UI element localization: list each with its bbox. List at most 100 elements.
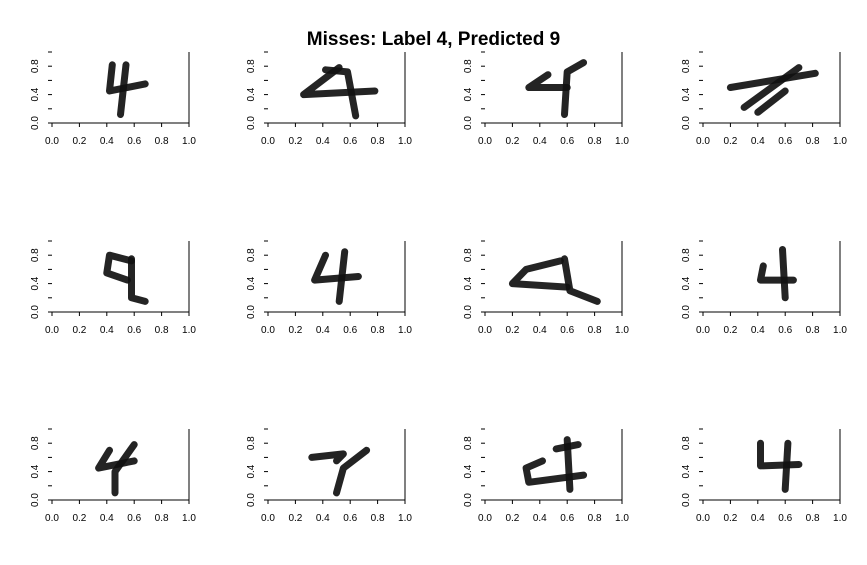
digit-stroke (106, 61, 149, 95)
x-tick-label: 0.2 (505, 325, 519, 336)
y-tick-label: 0.4 (463, 87, 474, 101)
panel-3: 0.0 0.2 0.4 0.6 0.8 1.0 0.0 0.4 0.8 (463, 51, 629, 147)
y-tick-label: 0.0 (463, 305, 474, 319)
digit-image (726, 64, 819, 116)
digit-image (103, 251, 149, 305)
panel-11: 0.0 0.2 0.4 0.6 0.8 1.0 0.0 0.4 0.8 (463, 428, 629, 524)
x-tick-label: 0.4 (316, 325, 330, 336)
x-tick-label: 0.2 (723, 136, 737, 147)
panel-9: 0.0 0.2 0.4 0.6 0.8 1.0 0.0 0.4 0.8 (30, 428, 196, 524)
x-tick-label: 0.8 (155, 136, 169, 147)
digit-stroke (103, 251, 135, 284)
panel-8: 0.0 0.2 0.4 0.6 0.8 1.0 0.0 0.4 0.8 (681, 240, 847, 336)
panel-6: 0.0 0.2 0.4 0.6 0.8 1.0 0.0 0.4 0.8 (246, 240, 412, 336)
digit-image (757, 246, 797, 302)
y-tick-label: 0.0 (681, 305, 692, 319)
x-tick-label: 0.8 (806, 513, 820, 524)
y-tick-label: 0.0 (681, 116, 692, 130)
x-tick-label: 0.0 (261, 325, 275, 336)
x-tick-label: 0.8 (371, 513, 385, 524)
x-tick-label: 0.6 (127, 136, 141, 147)
x-tick-label: 0.8 (806, 325, 820, 336)
digit-stroke (740, 64, 803, 111)
y-tick-label: 0.8 (463, 59, 474, 73)
x-tick-label: 0.4 (100, 136, 114, 147)
y-tick-label: 0.4 (246, 464, 257, 478)
x-tick-label: 0.2 (72, 136, 86, 147)
x-tick-label: 1.0 (615, 513, 629, 524)
y-tick-label: 0.4 (30, 276, 41, 290)
x-tick-label: 1.0 (833, 325, 847, 336)
y-tick-label: 0.8 (30, 248, 41, 262)
digit-image (300, 64, 379, 120)
panel-7: 0.0 0.2 0.4 0.6 0.8 1.0 0.0 0.4 0.8 (463, 240, 629, 336)
y-tick-label: 0.8 (246, 248, 257, 262)
digit-stroke (779, 246, 789, 302)
x-tick-label: 0.0 (478, 136, 492, 147)
x-tick-label: 0.6 (343, 513, 357, 524)
x-tick-label: 0.0 (696, 136, 710, 147)
x-tick-label: 0.2 (723, 325, 737, 336)
digit-stroke (781, 439, 792, 493)
x-tick-label: 0.8 (371, 136, 385, 147)
x-tick-label: 1.0 (833, 136, 847, 147)
x-tick-label: 0.4 (751, 136, 765, 147)
digit-image (308, 446, 371, 497)
x-tick-label: 0.0 (478, 513, 492, 524)
x-tick-label: 1.0 (398, 325, 412, 336)
x-tick-label: 0.4 (533, 325, 547, 336)
x-tick-label: 0.6 (560, 513, 574, 524)
x-tick-label: 0.2 (288, 136, 302, 147)
x-tick-label: 0.8 (371, 325, 385, 336)
x-tick-label: 0.4 (100, 513, 114, 524)
y-tick-label: 0.0 (30, 305, 41, 319)
x-tick-label: 1.0 (182, 325, 196, 336)
y-tick-label: 0.8 (246, 436, 257, 450)
panel-4: 0.0 0.2 0.4 0.6 0.8 1.0 0.0 0.4 0.8 (681, 51, 847, 147)
y-tick-label: 0.8 (463, 436, 474, 450)
x-tick-label: 0.4 (316, 136, 330, 147)
digit-image (508, 255, 601, 305)
y-tick-label: 0.0 (463, 493, 474, 507)
digit-stroke (552, 441, 582, 453)
y-tick-label: 0.8 (246, 59, 257, 73)
digit-stroke (111, 441, 138, 497)
digit-stroke (333, 446, 371, 497)
y-tick-label: 0.0 (246, 116, 257, 130)
x-tick-label: 0.6 (127, 513, 141, 524)
y-tick-label: 0.8 (30, 59, 41, 73)
x-tick-label: 0.0 (696, 513, 710, 524)
digit-stroke (335, 248, 349, 305)
y-tick-label: 0.8 (681, 436, 692, 450)
x-tick-label: 0.2 (288, 325, 302, 336)
x-tick-label: 0.8 (588, 325, 602, 336)
x-tick-label: 0.6 (560, 325, 574, 336)
digit-image (525, 59, 588, 118)
panel-10: 0.0 0.2 0.4 0.6 0.8 1.0 0.0 0.4 0.8 (246, 428, 412, 524)
x-tick-label: 0.6 (343, 136, 357, 147)
y-tick-label: 0.8 (463, 248, 474, 262)
x-tick-label: 0.4 (316, 513, 330, 524)
digit-stroke (561, 255, 601, 305)
y-tick-label: 0.4 (681, 276, 692, 290)
panel-1: 0.0 0.2 0.4 0.6 0.8 1.0 0.0 0.4 0.8 (30, 51, 196, 147)
y-tick-label: 0.0 (30, 116, 41, 130)
digit-stroke (561, 59, 588, 118)
x-tick-label: 0.2 (505, 513, 519, 524)
x-tick-label: 0.0 (261, 513, 275, 524)
y-tick-label: 0.4 (246, 87, 257, 101)
digit-stroke (508, 257, 571, 291)
y-tick-label: 0.8 (30, 436, 41, 450)
x-tick-label: 1.0 (182, 513, 196, 524)
digit-image (95, 441, 138, 497)
digit-stroke (117, 61, 130, 118)
y-tick-label: 0.0 (246, 305, 257, 319)
digit-stroke (322, 66, 360, 120)
x-tick-label: 0.4 (100, 325, 114, 336)
x-tick-label: 0.6 (127, 325, 141, 336)
digit-stroke (128, 255, 149, 305)
x-tick-label: 0.0 (45, 325, 59, 336)
x-tick-label: 0.2 (288, 513, 302, 524)
x-tick-label: 0.0 (696, 325, 710, 336)
x-tick-label: 0.0 (261, 136, 275, 147)
